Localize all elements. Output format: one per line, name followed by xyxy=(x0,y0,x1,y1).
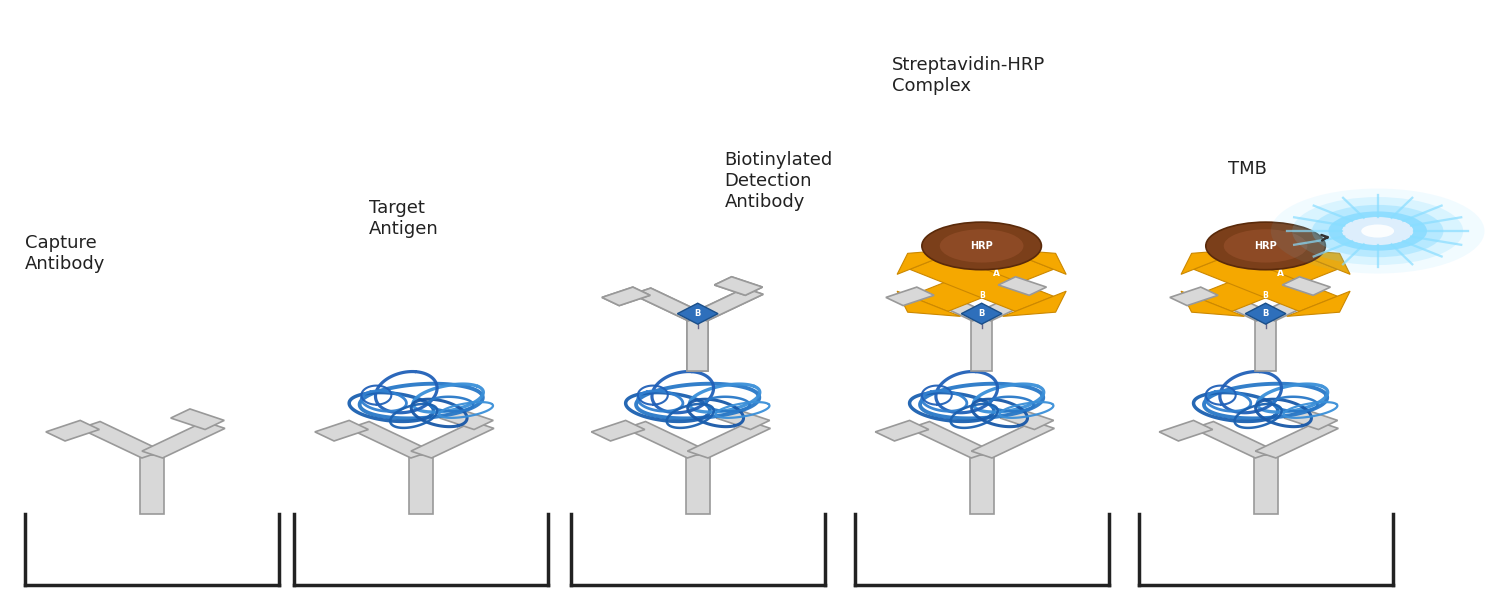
Circle shape xyxy=(1360,224,1394,238)
Polygon shape xyxy=(1180,291,1245,316)
Polygon shape xyxy=(1284,409,1338,430)
Polygon shape xyxy=(46,421,99,441)
Polygon shape xyxy=(972,422,1054,458)
Polygon shape xyxy=(1256,318,1276,371)
Polygon shape xyxy=(626,422,708,458)
Text: B: B xyxy=(694,309,700,318)
Circle shape xyxy=(1329,211,1426,251)
Polygon shape xyxy=(440,409,494,430)
Text: Detection: Detection xyxy=(724,172,812,190)
Polygon shape xyxy=(686,455,709,514)
Text: Capture: Capture xyxy=(26,235,98,253)
Text: Target: Target xyxy=(369,199,424,217)
Polygon shape xyxy=(141,455,164,514)
Polygon shape xyxy=(970,318,993,371)
Polygon shape xyxy=(348,422,432,458)
Polygon shape xyxy=(874,421,928,441)
Circle shape xyxy=(1341,217,1414,245)
Polygon shape xyxy=(1160,421,1212,441)
Polygon shape xyxy=(632,288,706,321)
Polygon shape xyxy=(1257,288,1330,321)
Polygon shape xyxy=(171,409,225,430)
Polygon shape xyxy=(909,422,992,458)
Text: A: A xyxy=(993,269,1000,278)
Polygon shape xyxy=(632,288,706,321)
Text: TMB: TMB xyxy=(1228,160,1268,178)
Polygon shape xyxy=(1194,254,1338,311)
Polygon shape xyxy=(1194,254,1338,311)
Polygon shape xyxy=(315,421,369,441)
Polygon shape xyxy=(1000,409,1053,430)
Polygon shape xyxy=(1256,422,1338,458)
Polygon shape xyxy=(602,287,650,305)
Text: B: B xyxy=(980,292,984,301)
Polygon shape xyxy=(1004,291,1066,316)
Text: B: B xyxy=(978,309,986,318)
Polygon shape xyxy=(142,422,225,458)
Circle shape xyxy=(1292,197,1462,265)
Polygon shape xyxy=(1180,249,1245,274)
Text: B: B xyxy=(1263,309,1269,318)
Text: Antibody: Antibody xyxy=(26,255,105,273)
Text: Biotinylated: Biotinylated xyxy=(724,151,833,169)
Polygon shape xyxy=(1254,455,1278,514)
Polygon shape xyxy=(972,288,1047,321)
Text: A: A xyxy=(1276,269,1284,278)
Polygon shape xyxy=(1192,422,1276,458)
Polygon shape xyxy=(886,287,934,305)
Polygon shape xyxy=(687,318,708,371)
Polygon shape xyxy=(678,303,718,324)
Polygon shape xyxy=(714,277,762,295)
Polygon shape xyxy=(1287,291,1350,316)
Polygon shape xyxy=(688,288,764,321)
Polygon shape xyxy=(962,303,1002,324)
Text: Streptavidin-HRP: Streptavidin-HRP xyxy=(892,56,1046,74)
Polygon shape xyxy=(716,409,770,430)
Polygon shape xyxy=(916,288,992,321)
Polygon shape xyxy=(1282,277,1330,295)
Text: Antibody: Antibody xyxy=(724,193,806,211)
Circle shape xyxy=(1270,188,1485,274)
Polygon shape xyxy=(714,277,762,295)
Polygon shape xyxy=(999,277,1047,295)
Text: B: B xyxy=(1263,292,1269,301)
Text: Antigen: Antigen xyxy=(369,220,438,238)
Polygon shape xyxy=(410,455,434,514)
Polygon shape xyxy=(687,318,708,371)
Polygon shape xyxy=(1170,287,1218,305)
Polygon shape xyxy=(910,254,1053,311)
Polygon shape xyxy=(411,422,494,458)
Text: HRP: HRP xyxy=(970,241,993,251)
Polygon shape xyxy=(1004,249,1066,274)
Circle shape xyxy=(1206,222,1326,269)
Circle shape xyxy=(940,229,1023,263)
Polygon shape xyxy=(687,422,771,458)
Circle shape xyxy=(1312,205,1443,257)
Text: HRP: HRP xyxy=(1254,241,1276,251)
Polygon shape xyxy=(1200,288,1275,321)
Polygon shape xyxy=(897,249,960,274)
Polygon shape xyxy=(910,254,1053,311)
Polygon shape xyxy=(1287,249,1350,274)
Circle shape xyxy=(1224,229,1308,263)
Polygon shape xyxy=(80,422,162,458)
Polygon shape xyxy=(591,421,645,441)
Polygon shape xyxy=(688,288,764,321)
Circle shape xyxy=(922,222,1041,269)
Polygon shape xyxy=(602,287,650,305)
Polygon shape xyxy=(897,291,960,316)
Polygon shape xyxy=(1245,303,1286,324)
Polygon shape xyxy=(969,455,993,514)
Text: Complex: Complex xyxy=(892,77,971,95)
